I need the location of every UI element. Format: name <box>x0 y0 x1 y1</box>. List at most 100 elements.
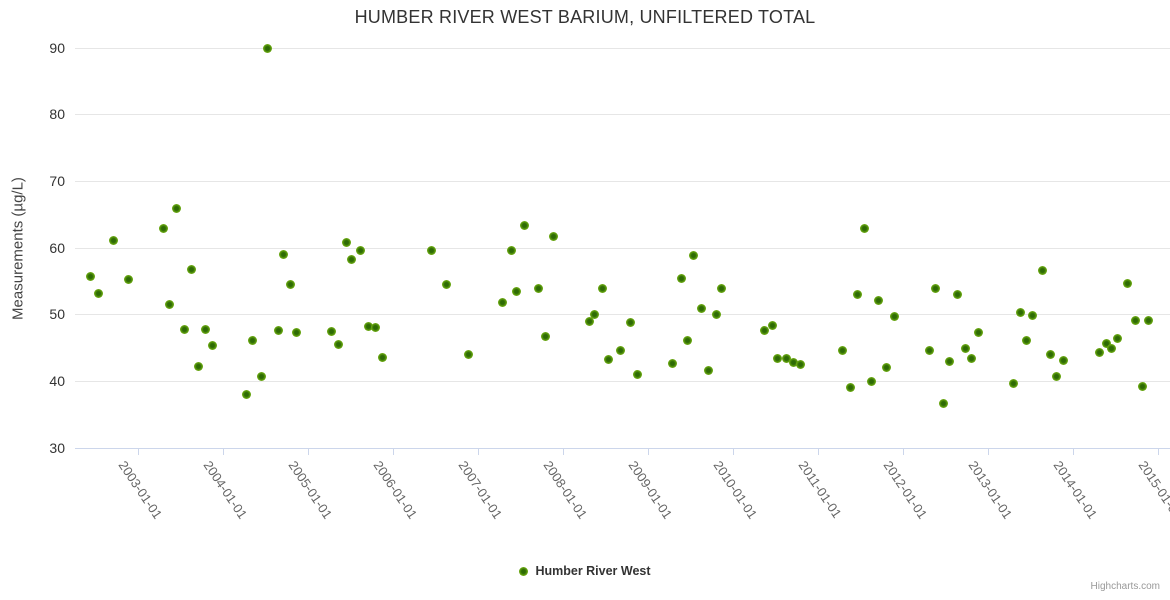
data-point[interactable] <box>346 255 356 264</box>
data-point[interactable] <box>356 246 366 256</box>
data-point[interactable] <box>242 390 252 400</box>
data-point[interactable] <box>773 354 783 364</box>
y-gridline <box>75 380 1170 382</box>
data-point[interactable] <box>584 317 594 326</box>
data-point[interactable] <box>616 345 626 355</box>
data-point[interactable] <box>193 361 203 371</box>
data-point[interactable] <box>973 327 983 337</box>
data-point[interactable] <box>124 275 134 284</box>
data-point[interactable] <box>925 345 935 355</box>
data-point[interactable] <box>1028 311 1038 320</box>
data-point[interactable] <box>866 377 876 386</box>
data-point[interactable] <box>689 251 699 260</box>
data-point[interactable] <box>164 300 174 310</box>
data-point[interactable] <box>248 336 258 346</box>
data-point[interactable] <box>541 332 551 342</box>
data-point[interactable] <box>1058 355 1068 365</box>
data-point[interactable] <box>1131 315 1141 325</box>
data-point[interactable] <box>520 221 530 230</box>
data-point[interactable] <box>363 321 373 331</box>
data-point[interactable] <box>677 273 687 283</box>
data-point[interactable] <box>598 283 608 293</box>
data-point[interactable] <box>604 355 614 364</box>
data-point[interactable] <box>944 357 954 366</box>
data-point[interactable] <box>427 245 437 255</box>
data-point[interactable] <box>94 289 104 298</box>
data-point[interactable] <box>952 289 962 299</box>
highcharts-credits-link[interactable]: Highcharts.com <box>1090 581 1160 592</box>
data-point[interactable] <box>853 290 863 300</box>
data-point[interactable] <box>796 359 806 369</box>
data-point[interactable] <box>548 232 558 242</box>
data-point[interactable] <box>1107 343 1117 353</box>
data-point[interactable] <box>1008 379 1018 388</box>
data-point[interactable] <box>882 363 892 372</box>
legend-item[interactable]: Humber River West <box>0 564 1170 578</box>
data-point[interactable] <box>1052 371 1062 381</box>
data-point[interactable] <box>292 327 302 337</box>
data-point[interactable] <box>463 349 473 359</box>
chart-title: HUMBER RIVER WEST BARIUM, UNFILTERED TOT… <box>354 7 816 27</box>
data-point[interactable] <box>845 383 855 392</box>
x-axis-tick <box>562 448 564 455</box>
data-point[interactable] <box>172 204 182 214</box>
data-point[interactable] <box>327 327 337 336</box>
data-point[interactable] <box>788 358 798 368</box>
data-point[interactable] <box>274 325 284 335</box>
data-point[interactable] <box>967 354 977 364</box>
data-point[interactable] <box>186 265 196 274</box>
data-point[interactable] <box>285 279 295 289</box>
data-point[interactable] <box>85 272 95 282</box>
data-point[interactable] <box>589 309 599 319</box>
data-point[interactable] <box>378 353 388 362</box>
data-point[interactable] <box>371 323 381 332</box>
data-point[interactable] <box>717 284 727 294</box>
data-point[interactable] <box>939 399 949 408</box>
data-point[interactable] <box>889 312 899 322</box>
data-point[interactable] <box>263 44 273 54</box>
data-point[interactable] <box>180 325 190 334</box>
data-point[interactable] <box>683 336 693 346</box>
data-point[interactable] <box>507 245 517 255</box>
data-point[interactable] <box>341 237 351 247</box>
data-point[interactable] <box>1095 348 1105 358</box>
data-point[interactable] <box>333 340 343 350</box>
data-point[interactable] <box>696 304 706 314</box>
y-axis-tick-label: 80 <box>49 106 65 123</box>
y-gridline <box>75 114 1170 116</box>
data-point[interactable] <box>108 235 118 245</box>
data-point[interactable] <box>208 341 218 350</box>
data-point[interactable] <box>512 287 522 296</box>
data-point[interactable] <box>1022 336 1032 346</box>
data-point[interactable] <box>1113 333 1123 343</box>
data-point[interactable] <box>497 297 507 307</box>
x-axis-tick <box>392 448 394 455</box>
data-point[interactable] <box>837 346 847 356</box>
data-point[interactable] <box>1037 266 1047 276</box>
data-point[interactable] <box>441 280 451 290</box>
data-point[interactable] <box>1123 279 1133 288</box>
data-point[interactable] <box>1143 315 1153 325</box>
data-point[interactable] <box>781 353 791 363</box>
data-point[interactable] <box>278 250 288 260</box>
data-point[interactable] <box>712 310 722 320</box>
data-point[interactable] <box>931 283 941 293</box>
data-point[interactable] <box>1016 308 1026 318</box>
data-point[interactable] <box>768 321 778 330</box>
data-point[interactable] <box>759 326 769 336</box>
y-axis-tick-label: 60 <box>49 239 65 256</box>
data-point[interactable] <box>158 224 168 234</box>
data-point[interactable] <box>873 296 883 306</box>
data-point[interactable] <box>633 369 643 379</box>
data-point[interactable] <box>961 343 971 353</box>
data-point[interactable] <box>704 366 714 376</box>
data-point[interactable] <box>256 371 266 381</box>
data-point[interactable] <box>1046 350 1056 360</box>
data-point[interactable] <box>859 223 869 233</box>
data-point[interactable] <box>667 359 677 368</box>
data-point[interactable] <box>201 325 211 334</box>
data-point[interactable] <box>533 283 543 293</box>
data-point[interactable] <box>626 317 636 327</box>
data-point[interactable] <box>1102 339 1112 348</box>
data-point[interactable] <box>1137 381 1147 391</box>
